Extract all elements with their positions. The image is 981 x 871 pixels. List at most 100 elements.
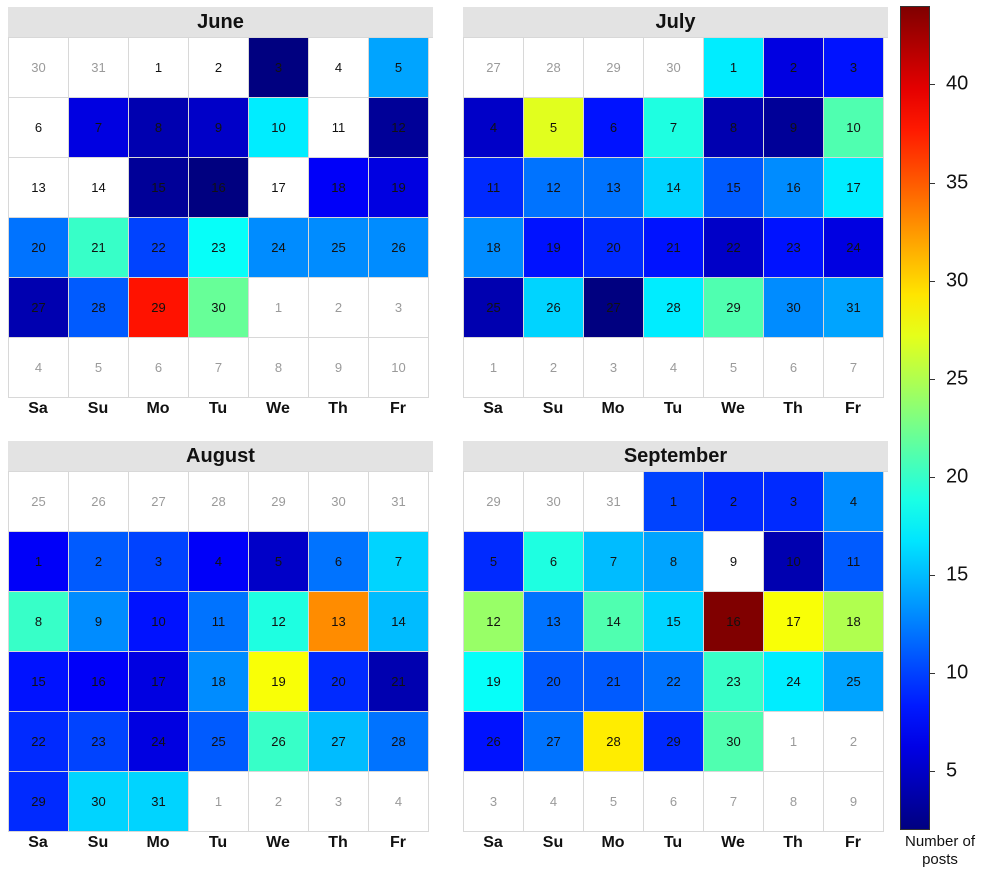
calendar-cell: 12 bbox=[249, 592, 309, 652]
calendar-cell-other-month: 27 bbox=[464, 38, 524, 98]
calendar-cell: 5 bbox=[249, 532, 309, 592]
weekday-label: Su bbox=[87, 400, 109, 417]
calendar-cell-other-month: 2 bbox=[824, 712, 884, 772]
calendar-cell-other-month: 2 bbox=[309, 278, 369, 338]
calendar-cell-other-month: 5 bbox=[704, 338, 764, 398]
weekday-label: Sa bbox=[28, 834, 48, 851]
colorbar-tick-label: 30 bbox=[946, 269, 969, 292]
colorbar-tick-label: 40 bbox=[946, 72, 969, 95]
calendar-cell: 11 bbox=[824, 532, 884, 592]
calendar-cell: 8 bbox=[644, 532, 704, 592]
calendar-cell-other-month: 26 bbox=[69, 472, 129, 532]
weekday-label: Fr bbox=[845, 400, 861, 417]
calendar-cell: 1 bbox=[704, 38, 764, 98]
calendar-cell-other-month: 6 bbox=[764, 338, 824, 398]
calendar-cell: 13 bbox=[9, 158, 69, 218]
weekday-row: Sa Su Mo Tu We Th Fr bbox=[8, 832, 433, 854]
calendar-cell-other-month: 31 bbox=[69, 38, 129, 98]
calendar-cell: 23 bbox=[764, 218, 824, 278]
weekday-label: Th bbox=[328, 834, 348, 851]
calendar-cell: 4 bbox=[309, 38, 369, 98]
calendar-cell: 20 bbox=[309, 652, 369, 712]
calendar-cell: 27 bbox=[9, 278, 69, 338]
calendar-cell: 19 bbox=[524, 218, 584, 278]
calendar-cell: 19 bbox=[369, 158, 429, 218]
calendar-cell: 9 bbox=[764, 98, 824, 158]
colorbar-tick-label: 20 bbox=[946, 465, 969, 488]
calendar-cell: 5 bbox=[464, 532, 524, 592]
weekday-label: Su bbox=[542, 400, 564, 417]
calendar-cell: 31 bbox=[129, 772, 189, 832]
calendar-cell: 16 bbox=[189, 158, 249, 218]
calendar-cell: 28 bbox=[584, 712, 644, 772]
calendar-cell: 23 bbox=[189, 218, 249, 278]
calendar-cell-other-month: 7 bbox=[189, 338, 249, 398]
colorbar-tick-label: 10 bbox=[946, 661, 969, 684]
calendar-cell: 21 bbox=[644, 218, 704, 278]
calendar-cell: 9 bbox=[69, 592, 129, 652]
weekday-label: Tu bbox=[208, 834, 228, 851]
weekday-label: We bbox=[721, 400, 745, 417]
calendar-cell-other-month: 4 bbox=[524, 772, 584, 832]
calendar-cell: 11 bbox=[464, 158, 524, 218]
calendar-cell: 16 bbox=[704, 592, 764, 652]
colorbar-tick-label: 35 bbox=[946, 171, 969, 194]
calendar-cell: 25 bbox=[189, 712, 249, 772]
calendar-cell: 2 bbox=[189, 38, 249, 98]
calendar-cell: 22 bbox=[9, 712, 69, 772]
calendar-cell: 25 bbox=[309, 218, 369, 278]
calendar-cell: 26 bbox=[464, 712, 524, 772]
weekday-label: We bbox=[266, 834, 290, 851]
calendar-cell: 28 bbox=[644, 278, 704, 338]
colorbar-tick-mark bbox=[929, 378, 935, 380]
calendar-cell-other-month: 9 bbox=[824, 772, 884, 832]
calendar-cell: 9 bbox=[704, 532, 764, 592]
calendar-cell-other-month: 30 bbox=[644, 38, 704, 98]
calendar-cell: 8 bbox=[704, 98, 764, 158]
weekday-label: Th bbox=[783, 834, 803, 851]
calendar-cell: 12 bbox=[464, 592, 524, 652]
calendar-cell: 8 bbox=[9, 592, 69, 652]
calendar-cell-other-month: 3 bbox=[464, 772, 524, 832]
calendar-cell-other-month: 29 bbox=[464, 472, 524, 532]
calendar-cell: 21 bbox=[69, 218, 129, 278]
calendar-cell: 3 bbox=[249, 38, 309, 98]
calendar-cell-other-month: 8 bbox=[764, 772, 824, 832]
weekday-label: Mo bbox=[146, 400, 170, 417]
calendar-cell-other-month: 2 bbox=[249, 772, 309, 832]
calendar-august: August 25 26 27 28 29 30 31 1 2 3 4 5 6 7 8 9 10 11 12 13 14… bbox=[8, 441, 433, 854]
day-grid: 27 28 29 30 1 2 3 4 5 6 7 8 9 10 11 12 13 14 15 16 17 18 19 20 2… bbox=[463, 37, 888, 398]
calendar-cell: 4 bbox=[464, 98, 524, 158]
calendar-cell: 21 bbox=[369, 652, 429, 712]
calendar-cell: 17 bbox=[249, 158, 309, 218]
calendar-july: July 27 28 29 30 1 2 3 4 5 6 7 8 9 10 11 12 13 14 15 16 17 18… bbox=[463, 7, 888, 420]
calendar-cell: 7 bbox=[69, 98, 129, 158]
calendar-cell: 13 bbox=[584, 158, 644, 218]
calendar-cell-other-month: 1 bbox=[464, 338, 524, 398]
calendar-cell: 27 bbox=[524, 712, 584, 772]
calendar-cell: 7 bbox=[644, 98, 704, 158]
calendar-cell-other-month: 2 bbox=[524, 338, 584, 398]
colorbar-label-line: posts bbox=[922, 851, 958, 868]
calendar-cell: 27 bbox=[309, 712, 369, 772]
calendar-cell: 22 bbox=[129, 218, 189, 278]
calendar-cell: 29 bbox=[9, 772, 69, 832]
calendar-cell: 6 bbox=[9, 98, 69, 158]
calendar-cell: 12 bbox=[524, 158, 584, 218]
calendar-cell: 1 bbox=[644, 472, 704, 532]
calendar-cell: 1 bbox=[9, 532, 69, 592]
calendar-cell: 30 bbox=[764, 278, 824, 338]
month-title: September bbox=[463, 441, 888, 471]
calendar-cell: 24 bbox=[249, 218, 309, 278]
day-grid: 30 31 1 2 3 4 5 6 7 8 9 10 11 12 13 14 15 16 17 18 19 20 21 22 2… bbox=[8, 37, 433, 398]
weekday-label: Mo bbox=[146, 834, 170, 851]
calendar-cell: 24 bbox=[129, 712, 189, 772]
calendar-cell-other-month: 7 bbox=[704, 772, 764, 832]
colorbar-tick-mark bbox=[929, 673, 935, 675]
colorbar-tick-mark bbox=[929, 182, 935, 184]
calendar-cell: 14 bbox=[69, 158, 129, 218]
calendar-cell: 18 bbox=[464, 218, 524, 278]
calendar-cell: 11 bbox=[309, 98, 369, 158]
month-title: August bbox=[8, 441, 433, 471]
weekday-row: Sa Su Mo Tu We Th Fr bbox=[8, 398, 433, 420]
